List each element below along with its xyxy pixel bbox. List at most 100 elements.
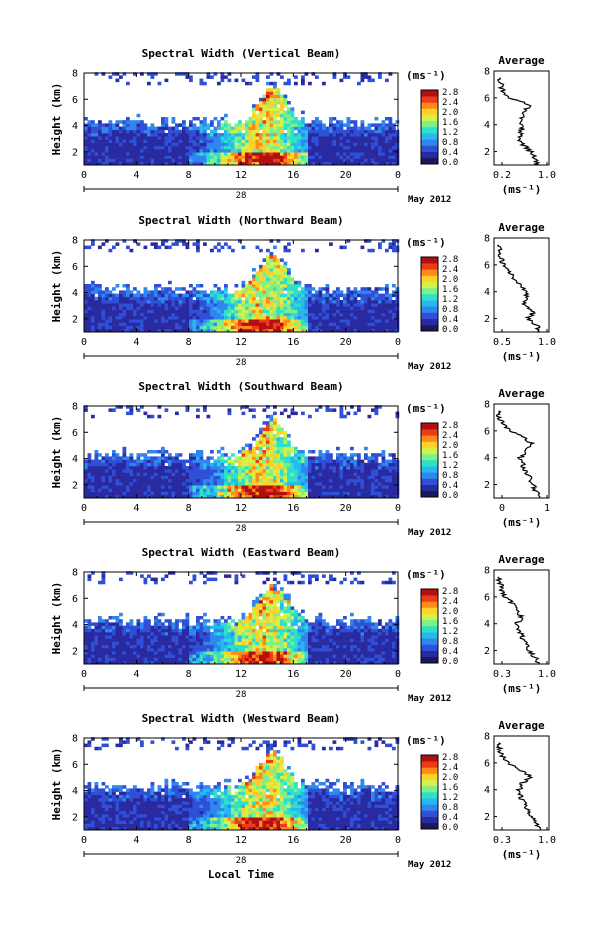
heatmap-cell <box>343 245 347 250</box>
heatmap-cell <box>203 574 207 578</box>
heatmap-cell <box>269 277 274 282</box>
heatmap-cell <box>241 475 246 480</box>
heatmap-cell <box>112 126 116 131</box>
heatmap-cell <box>206 75 211 79</box>
heatmap-cell <box>266 75 270 79</box>
heatmap-cell <box>175 325 179 330</box>
heatmap-cell <box>262 107 267 111</box>
heatmap-cell <box>210 316 214 320</box>
heatmap-cell <box>115 654 120 658</box>
heatmap-cell <box>269 261 274 266</box>
heatmap-cell <box>101 300 106 304</box>
heatmap-cell <box>129 133 134 137</box>
heatmap-cell <box>360 78 365 83</box>
heatmap-cell <box>259 316 263 320</box>
heatmap-cell <box>297 280 302 285</box>
heatmap-cell <box>115 142 120 147</box>
heatmap-cell <box>350 155 354 159</box>
heatmap-cell <box>150 306 155 310</box>
heatmap-cell <box>322 456 326 460</box>
heatmap-cell <box>122 478 127 483</box>
heatmap-cell <box>266 293 270 298</box>
heatmap-cell <box>189 319 193 323</box>
heatmap-cell <box>101 622 106 626</box>
heatmap-cell <box>273 450 277 454</box>
heatmap-cell <box>175 622 179 626</box>
heatmap-cell <box>273 306 277 310</box>
heatmap-cell <box>367 414 372 419</box>
heatmap-cell <box>266 264 270 269</box>
heatmap-cell <box>140 72 144 76</box>
heatmap-cell <box>164 641 169 646</box>
heatmap-cell <box>199 142 204 147</box>
heatmap-cell <box>360 139 365 143</box>
heatmap-cell <box>248 81 253 86</box>
heatmap-cell <box>161 635 165 639</box>
heatmap-cell <box>245 287 249 291</box>
heatmap-cell <box>311 469 316 473</box>
heatmap-cell <box>280 478 284 483</box>
heatmap-cell <box>126 494 130 499</box>
heatmap-cell <box>203 155 207 159</box>
heatmap-cell <box>388 316 393 320</box>
heatmap-cell <box>164 635 169 639</box>
heatmap-cell <box>182 638 186 642</box>
y-tick-label: 4 <box>72 288 78 299</box>
heatmap-cell <box>262 322 267 326</box>
heatmap-cell <box>213 158 218 163</box>
heatmap-cell <box>213 322 218 326</box>
heatmap-cell <box>143 300 148 304</box>
heatmap-cell <box>182 469 186 473</box>
heatmap-cell <box>94 475 99 480</box>
heatmap-cell <box>185 293 190 298</box>
heatmap-cell <box>105 456 109 460</box>
heatmap-cell <box>182 126 186 131</box>
heatmap-cell <box>318 478 323 483</box>
heatmap-cell <box>203 654 207 658</box>
heatmap-cell <box>269 459 274 464</box>
heatmap-cell <box>119 75 123 79</box>
heatmap-cell <box>336 478 340 483</box>
heatmap-cell <box>364 312 368 317</box>
heatmap-cell <box>150 325 155 330</box>
heatmap-cell <box>199 149 204 153</box>
heatmap-cell <box>294 117 298 121</box>
heatmap-cell <box>339 290 344 294</box>
heatmap-cell <box>318 459 323 464</box>
heatmap-cell <box>255 325 260 330</box>
heatmap-cell <box>178 619 183 623</box>
heatmap-cell <box>371 475 375 480</box>
heatmap-cell <box>266 104 270 108</box>
heatmap-cell <box>367 139 372 143</box>
heatmap-cell <box>269 494 274 499</box>
heatmap-cell <box>157 491 162 496</box>
heatmap-cell <box>374 287 379 291</box>
heatmap-cell <box>87 459 92 464</box>
heatmap-cell <box>287 284 291 288</box>
heatmap-cell <box>171 478 176 483</box>
heatmap-cell <box>91 638 95 642</box>
heatmap-cell <box>378 303 382 307</box>
heatmap-cell <box>161 628 165 633</box>
heatmap-cell <box>150 478 155 483</box>
heatmap-cell <box>175 123 179 127</box>
heatmap-cell <box>287 280 291 285</box>
heatmap-cell <box>217 472 221 476</box>
heatmap-cell <box>147 641 151 646</box>
heatmap-cell <box>185 245 190 250</box>
heatmap-cell <box>147 155 151 159</box>
heatmap-cell <box>395 245 400 250</box>
heatmap-cell <box>385 248 389 253</box>
heatmap-cell <box>259 139 263 143</box>
heatmap-cell <box>203 638 207 642</box>
heatmap-cell <box>318 312 323 317</box>
heatmap-cell <box>343 456 347 460</box>
heatmap-cell <box>269 437 274 441</box>
heatmap-cell <box>133 648 137 652</box>
heatmap-cell <box>115 129 120 134</box>
heatmap-cell <box>371 309 375 314</box>
heatmap-cell <box>168 133 172 137</box>
heatmap-cell <box>164 651 169 655</box>
heatmap-cell <box>346 459 351 464</box>
heatmap-cell <box>287 293 291 298</box>
